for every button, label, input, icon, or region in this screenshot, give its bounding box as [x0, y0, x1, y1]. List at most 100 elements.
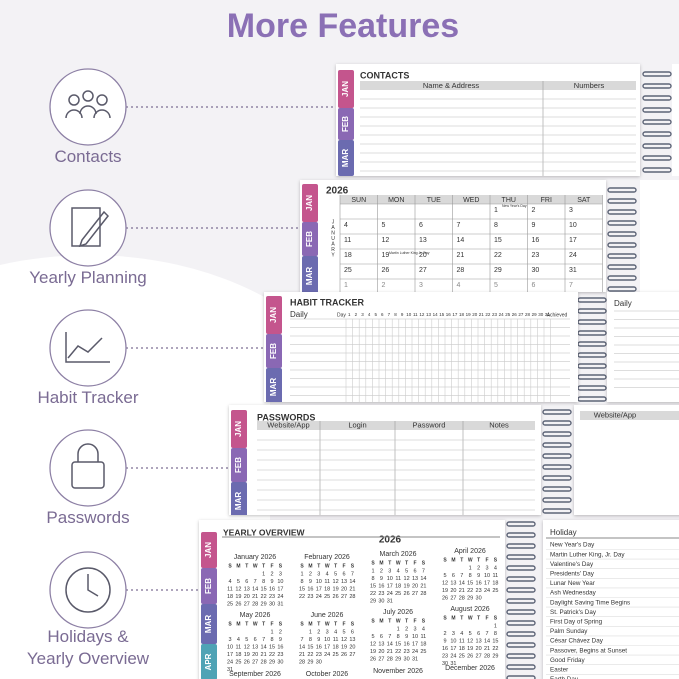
month-title: January 2026 [234, 554, 277, 561]
day-number: 4 [460, 631, 463, 637]
day-number: 23 [269, 594, 275, 600]
day-number: 14 [261, 644, 267, 650]
weekday: SAT [577, 197, 591, 204]
spiral-coil [577, 341, 607, 347]
day-number: 29 [269, 659, 275, 665]
day-number: 15 [307, 644, 313, 650]
tab-label: JAN [341, 81, 350, 97]
day-number: 16 [442, 646, 448, 652]
day-number: 9 [270, 579, 273, 585]
feature-label: Yearly Planning [29, 268, 147, 287]
day-number: 1 [397, 626, 400, 632]
day-number: 31 [387, 598, 393, 604]
month-tab [266, 334, 282, 368]
day-number: 14 [459, 580, 465, 586]
spiral-coil [607, 231, 637, 237]
month-tab [201, 644, 217, 679]
day-number: 15 [439, 312, 445, 317]
icon [93, 109, 111, 119]
day-number: 5 [443, 573, 446, 579]
holiday: Easter [550, 666, 568, 673]
day-number: 2 [279, 629, 282, 635]
day-number: 22 [467, 588, 473, 594]
month-letter: U [331, 236, 335, 242]
day-number: 9 [279, 637, 282, 643]
day-number: 28 [252, 601, 258, 607]
day-number: 6 [254, 637, 257, 643]
section-title: YEARLY OVERVIEW [223, 527, 306, 537]
day-number: 18 [395, 583, 401, 589]
spiral-coil [642, 167, 672, 173]
day-number: 26 [404, 591, 410, 597]
day-number: 23 [378, 591, 384, 597]
month-title: May 2026 [240, 612, 271, 619]
day-number: 8 [270, 637, 273, 643]
month-title: February 2026 [304, 554, 350, 561]
weekday: F [485, 615, 488, 621]
day-number: 3 [452, 631, 455, 637]
day-number: 2 [405, 626, 408, 632]
page: Daily [614, 299, 679, 388]
day-number: 15 [467, 580, 473, 586]
day-number: 6 [381, 312, 384, 317]
day-number: 9 [309, 579, 312, 585]
day-number: 24 [227, 659, 233, 665]
day-number: 7 [460, 573, 463, 579]
weekday: FRI [541, 197, 552, 204]
holiday: Good Friday [550, 657, 585, 664]
month-tab [266, 296, 282, 334]
day-number: 19 [244, 652, 250, 658]
spiral-coil [542, 442, 572, 448]
icon [68, 94, 80, 106]
day-number: 2 [443, 631, 446, 637]
day-number: 29 [307, 659, 313, 665]
month-letter: A [331, 241, 335, 247]
day-number: 23 [307, 594, 313, 600]
day-number: 14 [387, 641, 393, 647]
day-number: 15 [261, 586, 267, 592]
month-title: October 2026 [306, 671, 349, 678]
day-number: 27 [518, 312, 524, 317]
day-number: 13 [252, 644, 258, 650]
day-number: 22 [269, 652, 275, 658]
spiral-coil [506, 554, 536, 560]
day-number: 16 [476, 580, 482, 586]
day-number: 22 [494, 252, 502, 259]
day-number: 10 [450, 638, 456, 644]
day-number: 20 [419, 252, 427, 259]
day-number: 24 [387, 591, 393, 597]
day-number: 8 [300, 579, 303, 585]
month-tab [266, 368, 282, 402]
month-tab [201, 532, 217, 568]
month-tab [231, 482, 247, 515]
tab-label: FEB [269, 343, 278, 359]
day-number: 3 [485, 565, 488, 571]
day-number: 15 [269, 644, 275, 650]
day-number: 26 [235, 601, 241, 607]
day-number: 13 [412, 576, 418, 582]
spiral-coil [577, 363, 607, 369]
day-number: 19 [442, 588, 448, 594]
day-number: 5 [245, 637, 248, 643]
day-number: 14 [433, 312, 439, 317]
label: Numbers [574, 81, 605, 90]
day-number: 2 [309, 571, 312, 577]
weekday: T [334, 621, 337, 627]
weekday: T [388, 618, 391, 624]
spiral-coil [542, 475, 572, 481]
day-number: 28 [457, 267, 465, 274]
day-number: 16 [378, 583, 384, 589]
spiral-coil [577, 374, 607, 380]
day-number: 3 [388, 568, 391, 574]
tab-label: FEB [305, 231, 314, 247]
day-number: 18 [344, 252, 352, 259]
day-number: 29 [492, 653, 498, 659]
label: Name & Address [423, 81, 480, 90]
page: Website/App [580, 410, 679, 420]
page-title: More Features [227, 7, 459, 45]
day-number: 8 [397, 634, 400, 640]
day-number: 21 [252, 594, 258, 600]
day-number: 8 [309, 637, 312, 643]
day-number: 18 [492, 580, 498, 586]
